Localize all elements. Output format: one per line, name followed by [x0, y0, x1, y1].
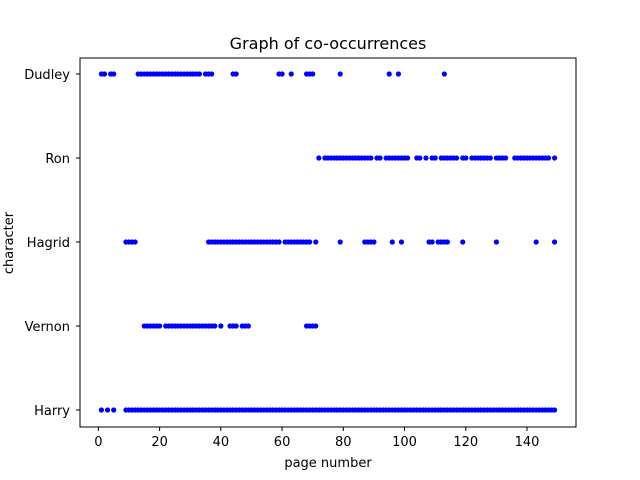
x-axis-label: page number [284, 456, 372, 471]
y-tick-label-dudley: Dudley [24, 68, 70, 83]
y-axis-label: character [2, 211, 17, 274]
y-tick-label-ron: Ron [45, 152, 70, 167]
y-axis: Harry Vernon Hagrid Ron Dudley [24, 68, 80, 419]
point-vernon-26 [233, 323, 239, 329]
point-vernon-5 [157, 323, 163, 329]
x-tick-label-4: 80 [335, 435, 352, 450]
point-vernon-33 [313, 323, 319, 329]
point-dudley-36 [337, 71, 343, 77]
point-harry-143 [551, 407, 558, 413]
x-tick-label-2: 40 [213, 435, 230, 450]
point-dudley-3 [111, 71, 117, 77]
point-ron-26 [405, 155, 411, 161]
point-ron-37 [453, 155, 460, 161]
x-axis: 0 20 40 60 80 100 120 140 [94, 427, 539, 450]
x-tick-label-7: 140 [515, 435, 540, 450]
point-dudley-1 [101, 71, 108, 77]
point-ron-18 [377, 155, 383, 161]
point-hagrid-53 [533, 239, 539, 245]
point-ron-39 [463, 155, 469, 161]
point-ron-28 [417, 155, 423, 161]
point-dudley-24 [196, 71, 203, 77]
point-harry-0 [98, 407, 105, 413]
point-hagrid-37 [313, 239, 319, 245]
x-tick-label-1: 20 [151, 435, 168, 450]
point-hagrid-50 [444, 239, 451, 245]
point-ron-63 [551, 155, 558, 161]
point-hagrid-44 [398, 239, 405, 245]
data-points [98, 71, 558, 413]
point-hagrid-36 [307, 239, 313, 245]
x-tick-label-6: 120 [453, 435, 478, 450]
point-ron-50 [502, 155, 509, 161]
point-dudley-38 [395, 71, 402, 77]
point-hagrid-42 [371, 239, 377, 245]
point-hagrid-3 [132, 239, 138, 245]
point-harry-1 [104, 407, 111, 413]
x-tick-label-0: 0 [94, 435, 102, 450]
point-ron-16 [368, 155, 374, 161]
point-vernon-23 [218, 323, 224, 329]
point-ron-62 [545, 155, 552, 161]
point-hagrid-43 [389, 239, 395, 245]
point-dudley-39 [441, 71, 447, 77]
point-hagrid-51 [460, 239, 466, 245]
y-tick-label-harry: Harry [34, 404, 70, 419]
x-tick-label-3: 60 [274, 435, 291, 450]
point-dudley-37 [386, 71, 392, 77]
chart-title: Graph of co-occurrences [230, 34, 427, 53]
point-hagrid-27 [276, 239, 282, 245]
point-dudley-29 [233, 71, 239, 77]
point-ron-31 [432, 155, 438, 161]
point-hagrid-38 [337, 239, 343, 245]
point-hagrid-52 [493, 239, 499, 245]
point-harry-2 [111, 407, 117, 413]
point-ron-29 [423, 155, 429, 161]
point-dudley-32 [288, 71, 294, 77]
point-vernon-29 [245, 323, 251, 329]
point-vernon-22 [212, 323, 218, 329]
point-hagrid-46 [429, 239, 435, 245]
plot-frame [79, 57, 577, 428]
point-ron-0 [316, 155, 322, 161]
point-dudley-35 [310, 71, 316, 77]
point-dudley-27 [209, 71, 215, 77]
point-hagrid-54 [551, 239, 558, 245]
y-tick-label-vernon: Vernon [25, 320, 70, 335]
x-tick-label-5: 100 [392, 435, 417, 450]
y-tick-label-hagrid: Hagrid [27, 236, 70, 251]
point-ron-46 [487, 155, 493, 161]
point-dudley-31 [279, 71, 285, 77]
